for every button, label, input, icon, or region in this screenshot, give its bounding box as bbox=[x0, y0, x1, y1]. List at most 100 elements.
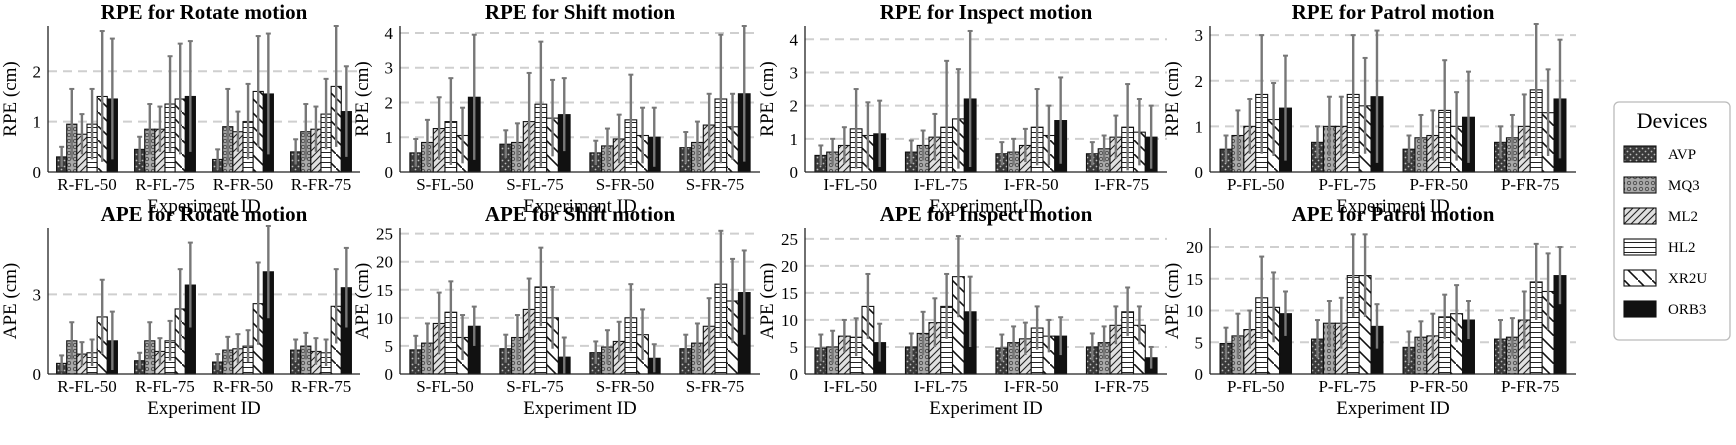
x-tick-label: P-FR-50 bbox=[1409, 175, 1468, 194]
y-tick-label: 2 bbox=[33, 62, 42, 81]
legend-label-avp: AVP bbox=[1668, 147, 1696, 163]
y-tick-label: 10 bbox=[376, 309, 393, 328]
x-tick-label: P-FL-50 bbox=[1227, 377, 1285, 396]
y-tick-label: 1 bbox=[385, 128, 394, 147]
x-tick-label: S-FR-75 bbox=[686, 377, 745, 396]
x-axis-label: Experiment ID bbox=[147, 398, 260, 419]
subplot-title: RPE for Shift motion bbox=[485, 0, 676, 24]
y-tick-label: 0 bbox=[790, 163, 799, 182]
y-tick-label: 5 bbox=[1195, 333, 1204, 352]
subplot-title: RPE for Inspect motion bbox=[880, 0, 1093, 24]
y-tick-label: 5 bbox=[790, 338, 799, 357]
y-axis-label: RPE (cm) bbox=[0, 61, 21, 136]
subplot-title: RPE for Rotate motion bbox=[101, 0, 308, 24]
x-axis-label: Experiment ID bbox=[929, 398, 1042, 419]
y-axis-label: APE (cm) bbox=[352, 263, 373, 340]
y-axis-label: APE (cm) bbox=[757, 263, 778, 340]
x-tick-label: I-FR-75 bbox=[1094, 377, 1149, 396]
x-axis-label: Experiment ID bbox=[929, 196, 1042, 217]
x-tick-label: R-FL-50 bbox=[57, 377, 117, 396]
x-tick-label: I-FR-50 bbox=[1004, 377, 1059, 396]
y-tick-label: 1 bbox=[33, 113, 42, 132]
x-axis-label: Experiment ID bbox=[1336, 398, 1449, 419]
subplot-5: 0 5 10 15 20 25 S-FL-50 S-FL-75 S-FR-50 S-FR-75 AP… bbox=[352, 202, 760, 419]
legend: Devices AVP MQ3 ML2 HL2 XR2U ORB3 bbox=[1613, 101, 1731, 341]
x-tick-label: S-FR-50 bbox=[596, 175, 655, 194]
x-tick-label: I-FL-50 bbox=[823, 175, 877, 194]
legend-label-mq3: MQ3 bbox=[1668, 178, 1700, 194]
y-axis-label: RPE (cm) bbox=[352, 61, 373, 136]
legend-title: Devices bbox=[1637, 108, 1708, 133]
y-tick-label: 3 bbox=[790, 63, 799, 82]
y-tick-label: 3 bbox=[385, 59, 394, 78]
x-tick-label: S-FL-75 bbox=[506, 175, 564, 194]
subplot-3: 0 1 2 3 P-FL-50 P-FL-75 P-FR-50 P-FR-75 RPE for … bbox=[1162, 0, 1576, 217]
x-tick-label: P-FL-75 bbox=[1318, 175, 1376, 194]
legend-swatch-avp bbox=[1623, 145, 1657, 163]
x-tick-label: I-FR-75 bbox=[1094, 175, 1149, 194]
y-tick-label: 0 bbox=[1195, 365, 1204, 384]
x-tick-label: P-FR-50 bbox=[1409, 377, 1468, 396]
y-tick-label: 4 bbox=[385, 24, 394, 43]
y-tick-label: 0 bbox=[33, 365, 42, 384]
x-tick-label: P-FL-75 bbox=[1318, 377, 1376, 396]
x-tick-label: R-FR-75 bbox=[291, 175, 351, 194]
x-tick-label: P-FL-50 bbox=[1227, 175, 1285, 194]
y-tick-label: 20 bbox=[781, 257, 798, 276]
x-axis-label: Experiment ID bbox=[147, 196, 260, 217]
x-axis-label: Experiment ID bbox=[1336, 196, 1449, 217]
x-tick-label: S-FL-50 bbox=[416, 175, 474, 194]
x-axis-label: Experiment ID bbox=[523, 196, 636, 217]
x-tick-label: P-FR-75 bbox=[1501, 175, 1560, 194]
x-tick-label: S-FL-50 bbox=[416, 377, 474, 396]
subplot-1: 0 1 2 3 4 S-FL-50 S-FL-75 S-FR-50 S-FR-75 RPE for… bbox=[352, 0, 760, 217]
y-tick-label: 25 bbox=[781, 230, 798, 249]
subplot-title: RPE for Patrol motion bbox=[1292, 0, 1495, 24]
legend-swatch-ml2 bbox=[1623, 207, 1657, 225]
subplot-6: 0 5 10 15 20 25 I-FL-50 I-FL-75 I-FR-50 I-FR-75 AP… bbox=[757, 202, 1167, 419]
x-tick-label: R-FR-50 bbox=[213, 175, 273, 194]
y-tick-label: 2 bbox=[1195, 72, 1204, 91]
subplot-title: APE for Inspect motion bbox=[880, 202, 1093, 226]
y-tick-label: 0 bbox=[790, 365, 799, 384]
y-axis-label: RPE (cm) bbox=[757, 61, 778, 136]
y-tick-label: 10 bbox=[781, 311, 798, 330]
y-tick-label: 3 bbox=[1195, 26, 1204, 45]
x-tick-label: I-FL-50 bbox=[823, 377, 877, 396]
legend-label-hl2: HL2 bbox=[1668, 240, 1696, 256]
y-tick-label: 5 bbox=[385, 337, 394, 356]
y-tick-label: 10 bbox=[1186, 302, 1203, 321]
subplot-title: APE for Shift motion bbox=[485, 202, 676, 226]
subplot-title: APE for Rotate motion bbox=[101, 202, 308, 226]
x-tick-label: R-FR-75 bbox=[291, 377, 351, 396]
legend-label-ml2: ML2 bbox=[1668, 209, 1698, 225]
subplots: 0 1 2 R-FL-50 R-FL-75 R-FR-50 R-FR-75 RPE for R… bbox=[0, 0, 1576, 419]
y-tick-label: 25 bbox=[376, 225, 393, 244]
legend-swatch-mq3 bbox=[1623, 176, 1657, 194]
y-axis-label: APE (cm) bbox=[1162, 263, 1183, 340]
y-tick-label: 2 bbox=[385, 93, 394, 112]
y-tick-label: 15 bbox=[781, 284, 798, 303]
y-tick-label: 0 bbox=[33, 163, 42, 182]
subplot-2: 0 1 2 3 4 I-FL-50 I-FL-75 I-FR-50 I-FR-75 RPE for… bbox=[757, 0, 1167, 217]
y-tick-label: 1 bbox=[790, 130, 799, 149]
y-tick-label: 20 bbox=[376, 253, 393, 272]
x-tick-label: S-FR-50 bbox=[596, 377, 655, 396]
y-tick-label: 15 bbox=[376, 281, 393, 300]
subplot-4: 0 3 R-FL-50 R-FL-75 R-FR-50 R-FR-75 APE for Ro… bbox=[0, 202, 360, 419]
x-tick-label: S-FR-75 bbox=[686, 175, 745, 194]
y-tick-label: 1 bbox=[1195, 117, 1204, 136]
x-tick-label: I-FL-75 bbox=[914, 175, 968, 194]
x-tick-label: I-FR-50 bbox=[1004, 175, 1059, 194]
y-axis-label: RPE (cm) bbox=[1162, 61, 1183, 136]
legend-label-orb3: ORB3 bbox=[1668, 302, 1706, 318]
subplot-7: 0 5 10 15 20 P-FL-50 P-FL-75 P-FR-50 P-FR-75 APE … bbox=[1162, 202, 1576, 419]
legend-swatch-orb3 bbox=[1623, 300, 1657, 318]
x-tick-label: R-FL-75 bbox=[135, 175, 195, 194]
x-tick-label: R-FL-50 bbox=[57, 175, 117, 194]
subplot-title: APE for Patrol motion bbox=[1292, 202, 1495, 226]
y-tick-label: 4 bbox=[790, 30, 799, 49]
y-axis-label: APE (cm) bbox=[0, 263, 21, 340]
y-tick-label: 0 bbox=[385, 365, 394, 384]
